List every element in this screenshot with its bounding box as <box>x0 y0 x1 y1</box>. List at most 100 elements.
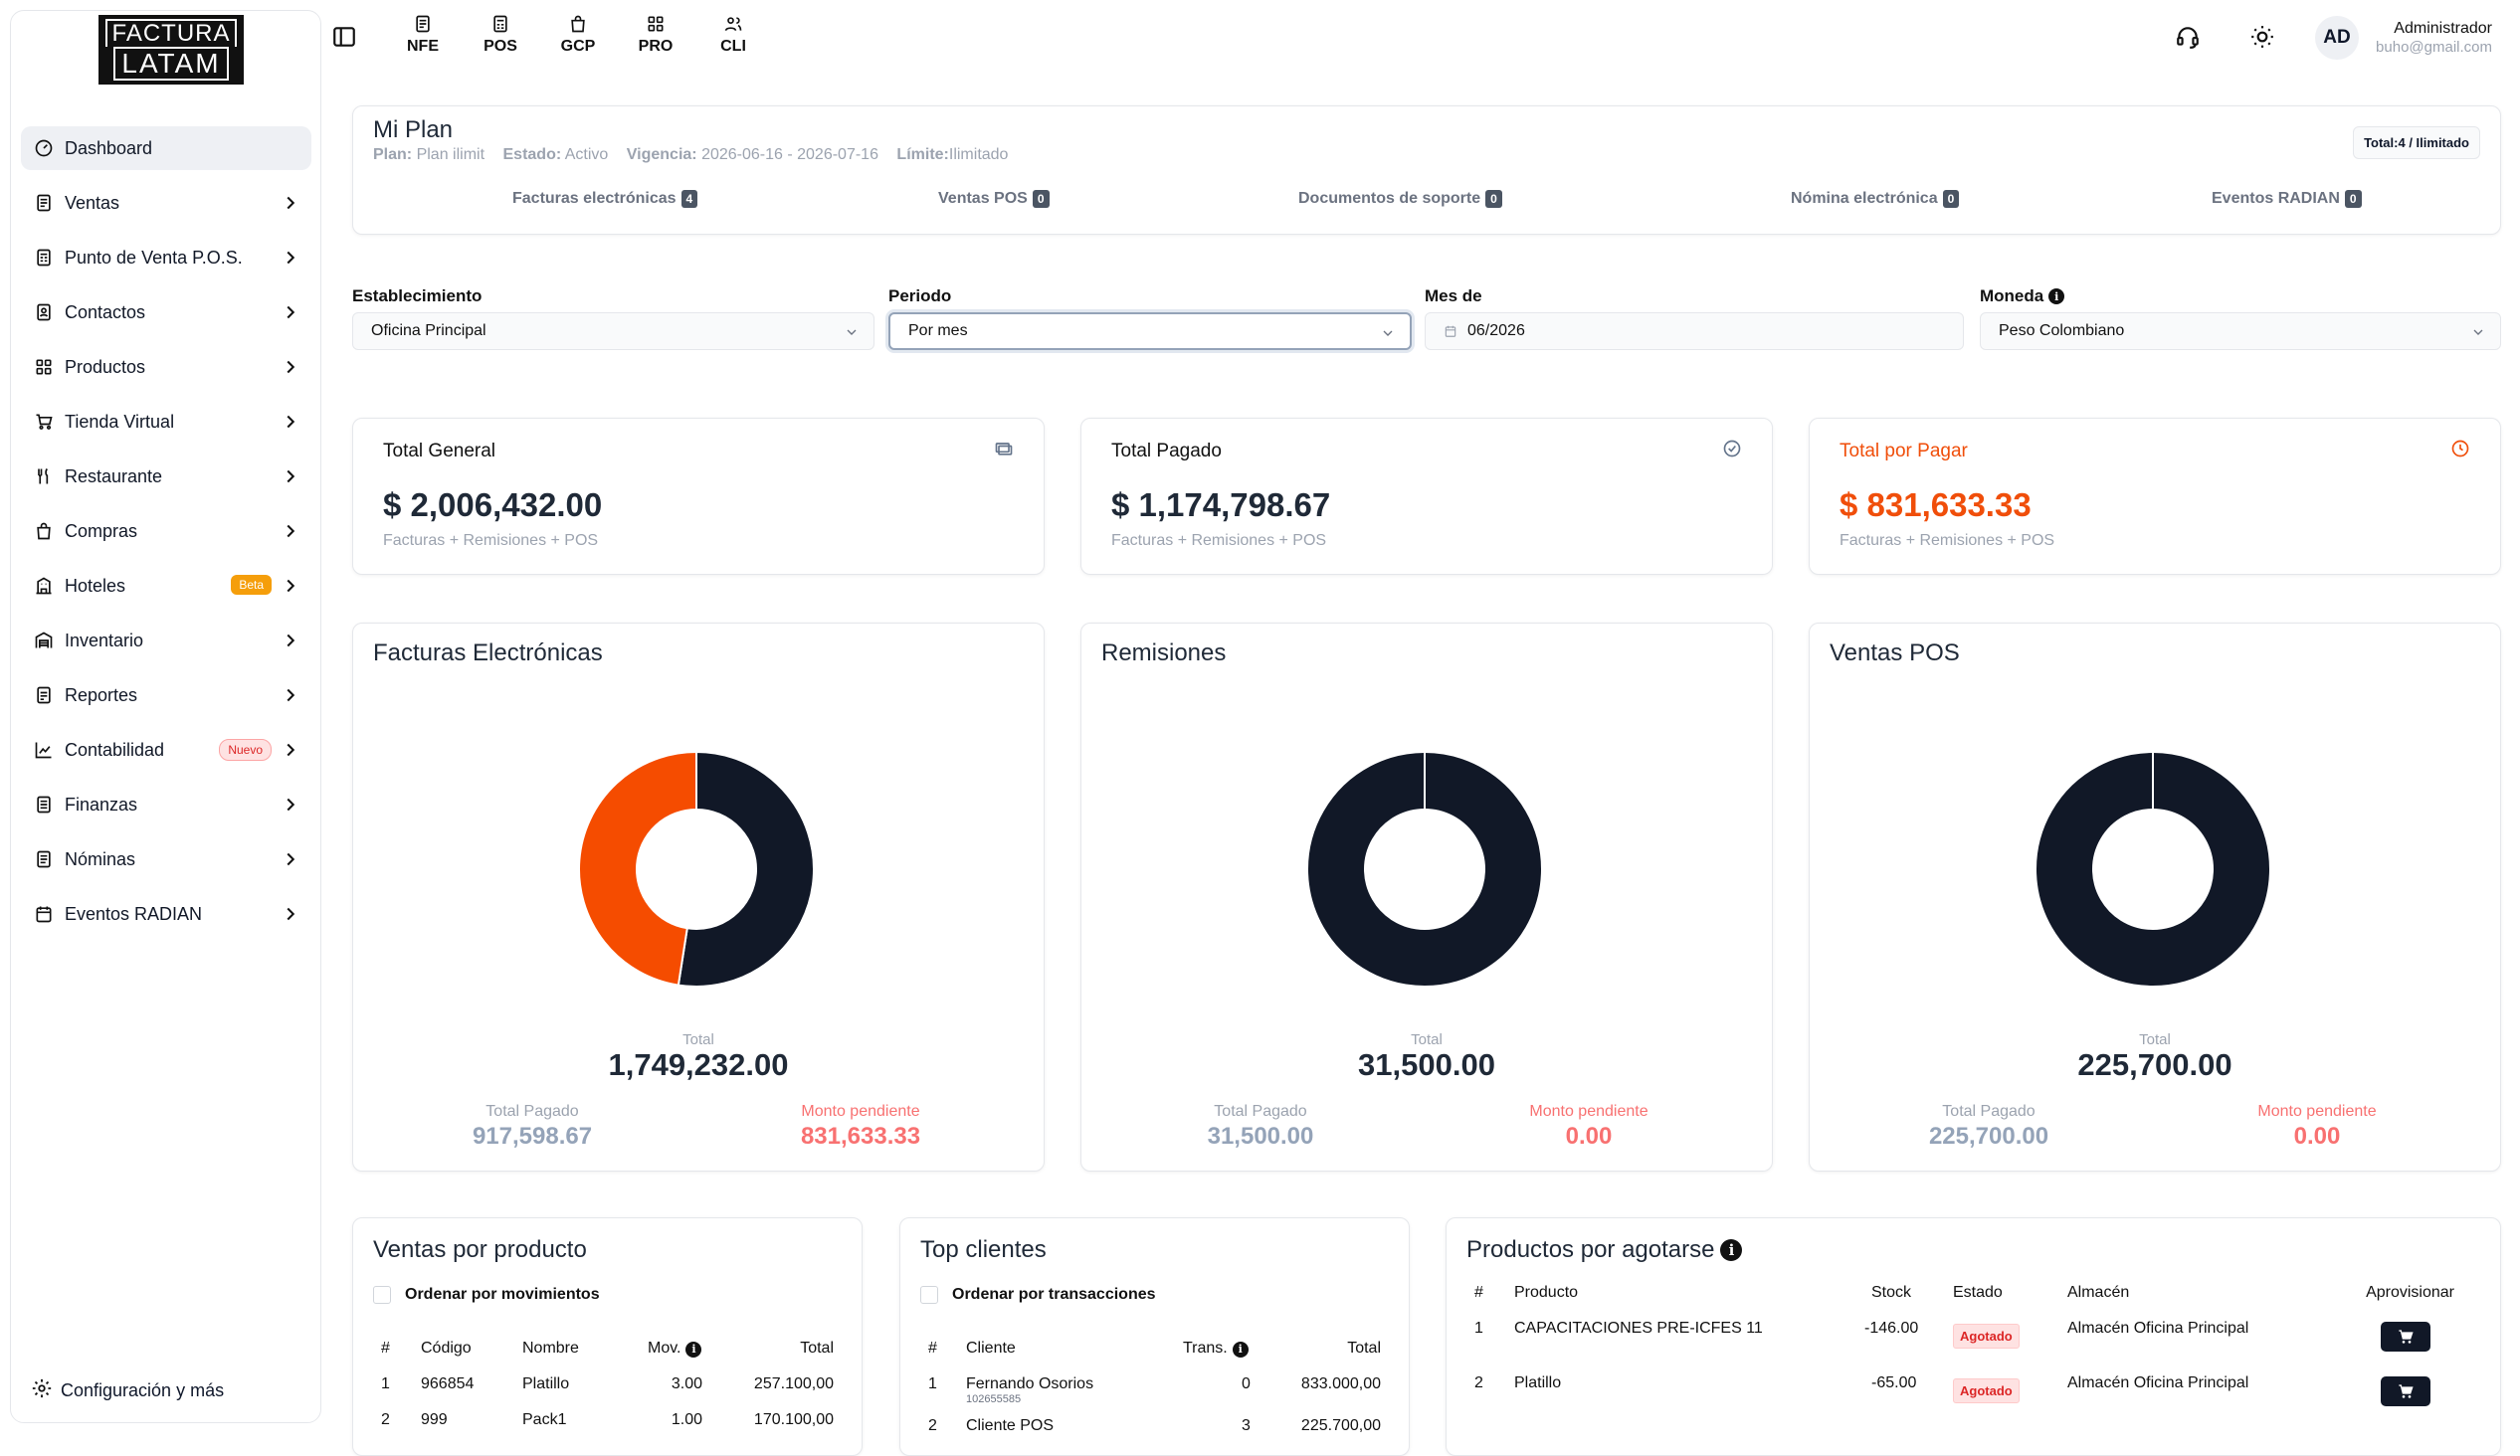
counter-nomina: Nómina electrónica 0 <box>1791 190 1960 208</box>
topnav-pos[interactable]: POS <box>462 14 539 56</box>
sidebar-item-label: Contactos <box>65 301 146 322</box>
mes-input[interactable]: 06/2026 <box>1425 312 1964 350</box>
money-icon <box>995 443 1013 455</box>
sidebar-item-dashboard[interactable]: Dashboard <box>21 126 311 170</box>
checkbox-box[interactable] <box>920 1286 938 1304</box>
moneda-select[interactable]: Peso Colombiano <box>1980 312 2501 350</box>
counter-value: 0 <box>2344 190 2362 208</box>
contacts-icon <box>33 301 55 323</box>
sidebar-item-finanzas[interactable]: Finanzas <box>21 783 311 826</box>
settings-link[interactable]: Configuración y más <box>31 1377 224 1404</box>
status-badge: Agotado <box>1953 1378 2020 1403</box>
aprovisionar-button[interactable] <box>2381 1322 2430 1352</box>
avatar[interactable]: AD <box>2315 16 2359 60</box>
establecimiento-select[interactable]: Oficina Principal <box>352 312 874 350</box>
ordenar-movimientos-checkbox[interactable]: Ordenar por movimientos <box>373 1286 600 1304</box>
topnav-gcp[interactable]: GCP <box>539 14 617 56</box>
topnav-pro[interactable]: PRO <box>617 14 694 56</box>
sidebar-item-contabilidad[interactable]: Contabilidad Nuevo <box>21 728 311 772</box>
grid-icon <box>648 16 664 32</box>
establecimiento-label: Establecimiento <box>352 286 483 305</box>
cell: 3.00 <box>671 1375 702 1392</box>
sidebar-item-label: Ventas <box>65 192 120 213</box>
pos-icon <box>33 247 55 269</box>
check-circle-icon <box>1723 440 1741 457</box>
sidebar-item-label: Productos <box>65 356 146 377</box>
plan-label: Plan: <box>373 146 413 163</box>
sidebar-toggle-icon[interactable] <box>331 24 357 50</box>
payroll-icon <box>33 848 55 870</box>
col-header: Mov. i <box>648 1340 702 1358</box>
sidebar-item-eventos-radian[interactable]: Eventos RADIAN <box>21 892 311 936</box>
moneda-label-text: Moneda <box>1980 286 2044 305</box>
topnav-nfe[interactable]: NFE <box>384 14 462 56</box>
logo[interactable]: FACTURA LATAM <box>98 15 244 85</box>
col-header: Total <box>800 1340 834 1357</box>
checkbox-box[interactable] <box>373 1286 391 1304</box>
headset-icon[interactable] <box>2173 22 2203 52</box>
sidebar-item-label: Dashboard <box>65 137 153 158</box>
cell: Almacén Oficina Principal <box>2067 1320 2249 1337</box>
cell: 1.00 <box>671 1411 702 1428</box>
sidebar-item-label: Reportes <box>65 684 138 705</box>
col-header: # <box>928 1340 937 1357</box>
users-icon <box>724 17 742 32</box>
summary-sub: Facturas + Remisiones + POS <box>1840 532 2055 549</box>
pos-icon <box>493 15 507 33</box>
donut-title: Ventas POS <box>1830 639 1960 666</box>
aprovisionar-button[interactable] <box>2381 1376 2430 1406</box>
sidebar-item-reportes[interactable]: Reportes <box>21 673 311 717</box>
settings-label: Configuración y más <box>61 1380 225 1400</box>
sidebar-item-label: Punto de Venta P.O.S. <box>65 247 243 268</box>
cell: 1 <box>1474 1320 1483 1337</box>
col-header-text: Trans. <box>1183 1340 1228 1357</box>
chevron-right-icon <box>287 743 295 757</box>
info-icon[interactable]: i <box>1232 1341 1249 1358</box>
topnav-cli[interactable]: CLI <box>694 14 772 56</box>
moneda-label: Moneda i <box>1980 286 2065 306</box>
donut-total: 225,700.00 <box>2077 1047 2232 1082</box>
top-nav: NFE POS GCP PRO CLI <box>384 14 772 56</box>
sidebar-item-ventas[interactable]: Ventas <box>21 181 311 225</box>
cell: -146.00 <box>1864 1320 1919 1337</box>
col-header: Producto <box>1514 1284 1579 1301</box>
limite-label: Límite: <box>896 146 949 163</box>
chevron-down-icon <box>2473 329 2483 335</box>
sidebar-item-productos[interactable]: Productos <box>21 345 311 389</box>
top-clientes-card: Top clientes Ordenar por transacciones #… <box>899 1217 1410 1456</box>
sidebar-item-hoteles[interactable]: Hoteles Beta <box>21 564 311 608</box>
sidebar-item-inventario[interactable]: Inventario <box>21 619 311 662</box>
info-icon[interactable]: i <box>2048 288 2065 304</box>
limite-value: Ilimitado <box>948 146 1009 163</box>
donut-slice-pending[interactable] <box>578 750 697 987</box>
sun-icon[interactable] <box>2247 22 2277 52</box>
ordenar-transacciones-checkbox[interactable]: Ordenar por transacciones <box>920 1286 1156 1304</box>
col-header: # <box>1474 1284 1483 1301</box>
sidebar-item-tienda-virtual[interactable]: Tienda Virtual <box>21 400 311 444</box>
donut-slice-paid[interactable] <box>1306 751 1543 988</box>
sidebar-item-pos[interactable]: Punto de Venta P.O.S. <box>21 236 311 279</box>
donut-slice-paid[interactable] <box>677 750 815 988</box>
sidebar-item-nominas[interactable]: Nóminas <box>21 837 311 881</box>
productos-agotarse-title: Productos por agotarse i <box>1466 1236 1743 1264</box>
info-icon[interactable]: i <box>1720 1239 1743 1261</box>
donut-pending: 0.00 <box>1565 1123 1613 1150</box>
col-header: Stock <box>1871 1284 1912 1301</box>
sidebar-item-restaurante[interactable]: Restaurante <box>21 455 311 498</box>
cart-icon <box>2399 1384 2414 1398</box>
col-header-text: Mov. <box>648 1340 681 1357</box>
sidebar-item-compras[interactable]: Compras <box>21 509 311 553</box>
summary-title: Total Pagado <box>1111 441 1222 461</box>
sidebar-item-label: Tienda Virtual <box>65 411 175 432</box>
donut-paid-label: Total Pagado <box>485 1103 579 1120</box>
info-icon[interactable]: i <box>685 1341 702 1358</box>
donut-slice-paid[interactable] <box>2035 751 2271 988</box>
counter-label: Facturas electrónicas <box>512 190 677 207</box>
counter-value: 0 <box>1942 190 1960 208</box>
counter-documentos-soporte: Documentos de soporte 0 <box>1298 190 1502 208</box>
periodo-select[interactable]: Por mes <box>888 312 1412 350</box>
sidebar-item-label: Hoteles <box>65 575 126 596</box>
sidebar-item-contactos[interactable]: Contactos <box>21 290 311 334</box>
plan-title: Mi Plan <box>373 116 454 143</box>
user-email: buho@gmail.com <box>2376 39 2492 56</box>
